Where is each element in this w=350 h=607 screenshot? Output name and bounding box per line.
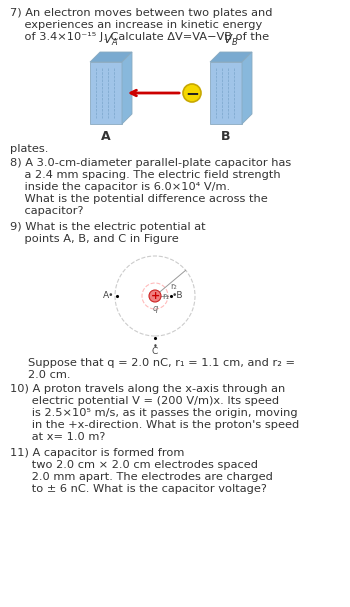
Polygon shape: [210, 62, 242, 124]
Text: r₁: r₁: [162, 292, 169, 301]
Text: points A, B, and C in Figure: points A, B, and C in Figure: [10, 234, 179, 244]
Text: +: +: [150, 291, 160, 301]
Text: •B: •B: [172, 291, 183, 300]
Text: 8) A 3.0-cm-diameter parallel-plate capacitor has: 8) A 3.0-cm-diameter parallel-plate capa…: [10, 158, 291, 168]
Polygon shape: [90, 62, 122, 124]
Text: q: q: [152, 304, 158, 313]
Text: •: •: [153, 342, 158, 351]
Text: a 2.4 mm spacing. The electric field strength: a 2.4 mm spacing. The electric field str…: [10, 170, 281, 180]
Polygon shape: [90, 52, 132, 62]
Circle shape: [149, 290, 161, 302]
Text: in the +x-direction. What is the proton's speed: in the +x-direction. What is the proton'…: [10, 420, 299, 430]
Text: 7) An electron moves between two plates and: 7) An electron moves between two plates …: [10, 8, 273, 18]
Text: is 2.5×10⁵ m/s, as it passes the origin, moving: is 2.5×10⁵ m/s, as it passes the origin,…: [10, 408, 297, 418]
Text: electric potential V = (200 V/m)x. Its speed: electric potential V = (200 V/m)x. Its s…: [10, 396, 279, 406]
Polygon shape: [122, 52, 132, 124]
Text: two 2.0 cm × 2.0 cm electrodes spaced: two 2.0 cm × 2.0 cm electrodes spaced: [10, 460, 258, 470]
Text: r₂: r₂: [170, 282, 176, 291]
Text: 2.0 mm apart. The electrodes are charged: 2.0 mm apart. The electrodes are charged: [10, 472, 273, 482]
Text: 2.0 cm.: 2.0 cm.: [28, 370, 70, 380]
Text: at x= 1.0 m?: at x= 1.0 m?: [10, 432, 105, 442]
Text: A: A: [101, 130, 111, 143]
Text: 11) A capacitor is formed from: 11) A capacitor is formed from: [10, 448, 184, 458]
Polygon shape: [242, 52, 252, 124]
Text: 9) What is the electric potential at: 9) What is the electric potential at: [10, 222, 206, 232]
Text: C: C: [152, 347, 158, 356]
Text: −: −: [185, 84, 199, 102]
Text: experiences an increase in kinetic energy: experiences an increase in kinetic energ…: [10, 20, 262, 30]
Text: $V_A$: $V_A$: [104, 33, 119, 48]
Text: B: B: [221, 130, 231, 143]
Text: 10) A proton travels along the x-axis through an: 10) A proton travels along the x-axis th…: [10, 384, 285, 394]
Text: Suppose that q = 2.0 nC, r₁ = 1.1 cm, and r₂ =: Suppose that q = 2.0 nC, r₁ = 1.1 cm, an…: [28, 358, 295, 368]
Polygon shape: [210, 52, 252, 62]
Circle shape: [183, 84, 201, 102]
Text: A•: A•: [103, 291, 114, 300]
Text: capacitor?: capacitor?: [10, 206, 84, 216]
Text: $V_B$: $V_B$: [223, 33, 239, 48]
Text: inside the capacitor is 6.0×10⁴ V/m.: inside the capacitor is 6.0×10⁴ V/m.: [10, 182, 230, 192]
Text: What is the potential difference across the: What is the potential difference across …: [10, 194, 268, 204]
Text: of 3.4×10⁻¹⁵ J. Calculate ΔV=VA−VB of the: of 3.4×10⁻¹⁵ J. Calculate ΔV=VA−VB of th…: [10, 32, 269, 42]
Text: plates.: plates.: [10, 144, 48, 154]
Text: to ± 6 nC. What is the capacitor voltage?: to ± 6 nC. What is the capacitor voltage…: [10, 484, 267, 494]
